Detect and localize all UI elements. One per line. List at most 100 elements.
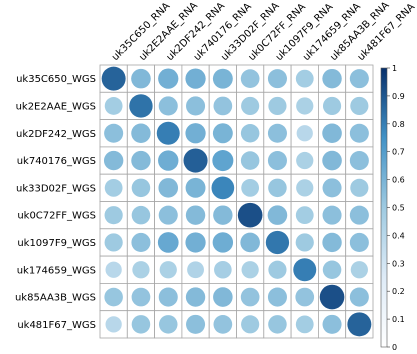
y-tick-label: uk0C72FF_WGS [17, 211, 96, 222]
correlation-circle [296, 125, 313, 142]
colorbar-tick-label: 1 [392, 64, 397, 73]
correlation-circle [186, 314, 206, 334]
correlation-circle [349, 69, 369, 89]
correlation-circle [158, 178, 179, 198]
correlation-circle [103, 150, 124, 171]
y-tick-label: uk481F67_WGS [17, 320, 96, 331]
correlation-circle [131, 68, 151, 89]
correlation-circle [241, 96, 260, 116]
correlation-circle [241, 178, 260, 197]
correlation-circle [322, 68, 342, 89]
correlation-circle [296, 179, 314, 197]
correlation-circle [295, 287, 315, 307]
correlation-circle [212, 150, 234, 172]
correlation-circle [101, 66, 126, 91]
correlation-circle [268, 315, 287, 334]
correlation-circle [295, 206, 314, 225]
correlation-circle [104, 287, 123, 307]
correlation-circle [265, 230, 290, 255]
correlation-circle [212, 68, 233, 89]
correlation-circle [158, 96, 178, 116]
correlation-circle [213, 205, 233, 225]
correlation-circle [267, 151, 287, 171]
correlation-circle [295, 315, 314, 334]
y-tick-label: uk740176_WGS [17, 156, 96, 167]
correlation-circle [158, 150, 179, 171]
grid-cell [263, 255, 292, 284]
correlation-circle [322, 314, 342, 334]
correlation-circle [267, 287, 287, 307]
correlation-circle [350, 178, 369, 197]
correlation-circle [131, 205, 151, 225]
correlation-circle [296, 97, 314, 115]
correlation-circle [240, 287, 260, 307]
correlation-circle [319, 284, 345, 310]
correlation-circle [267, 205, 288, 225]
y-tick-label: uk1097F9_WGS [17, 238, 96, 249]
correlation-circle [267, 123, 287, 143]
correlation-circle [104, 233, 123, 252]
correlation-circle [158, 68, 179, 89]
colorbar-tick-label: 0.7 [392, 148, 405, 157]
correlation-circle [237, 202, 263, 228]
correlation-circle [131, 232, 151, 252]
correlation-circle [322, 150, 342, 171]
correlation-circle [185, 177, 206, 198]
correlation-circle [131, 287, 151, 307]
correlation-circle [350, 261, 368, 279]
y-tick-label: uk33D02F_WGS [16, 183, 96, 194]
correlation-circle [104, 178, 123, 197]
correlation-circle [131, 150, 151, 171]
correlation-circle [183, 148, 208, 173]
correlation-circle [268, 260, 287, 279]
correlation-circle [156, 121, 180, 145]
colorbar-tick-label: 0.5 [392, 204, 405, 213]
correlation-circle [322, 123, 342, 144]
correlation-circle [131, 178, 151, 198]
correlation-circle [158, 287, 178, 307]
correlation-circle [157, 232, 179, 253]
grid-cell [290, 64, 319, 93]
y-tick-label: uk2E2AAE_WGS [16, 101, 96, 112]
colorbar-tick-label: 0.2 [392, 287, 405, 296]
correlation-circle [240, 232, 260, 253]
colorbar-tick-label: 0 [392, 343, 397, 352]
colorbar-tick-label: 0.8 [392, 120, 405, 129]
correlation-circle [349, 287, 369, 307]
correlation-circle [185, 287, 206, 307]
correlation-circle [213, 287, 233, 307]
correlation-circle [322, 178, 342, 198]
correlation-circle [240, 151, 260, 170]
correlation-circle [129, 94, 153, 118]
correlation-circle [349, 151, 369, 171]
colorbar-tick-label: 0.3 [392, 259, 405, 268]
correlation-circle [240, 123, 260, 143]
y-tick-label: uk35C650_WGS [16, 74, 96, 85]
correlation-circle [131, 123, 151, 143]
correlation-circle [212, 123, 233, 144]
correlation-circle [104, 123, 124, 143]
correlation-circle [322, 260, 342, 280]
correlation-circle [105, 261, 122, 278]
correlation-circle [349, 205, 369, 225]
correlation-circle [214, 260, 232, 279]
correlation-circle [104, 97, 123, 115]
correlation-circle [158, 315, 178, 334]
correlation-circle [349, 123, 369, 143]
y-tick-label: uk174659_WGS [17, 265, 96, 276]
correlation-circle [158, 205, 178, 225]
colorbar-tick-label: 0.6 [392, 176, 405, 185]
correlation-circle [241, 315, 260, 334]
correlation-circle [350, 96, 369, 116]
correlation-circle [185, 68, 206, 89]
y-tick-label: uk2DF242_WGS [16, 129, 96, 140]
correlation-circle [241, 261, 259, 279]
correlation-circle [185, 232, 206, 253]
colorbar [380, 67, 388, 348]
correlation-circle [322, 232, 342, 253]
correlation-circle [105, 316, 122, 333]
correlation-circle [295, 69, 314, 88]
correlation-circle [240, 69, 260, 89]
